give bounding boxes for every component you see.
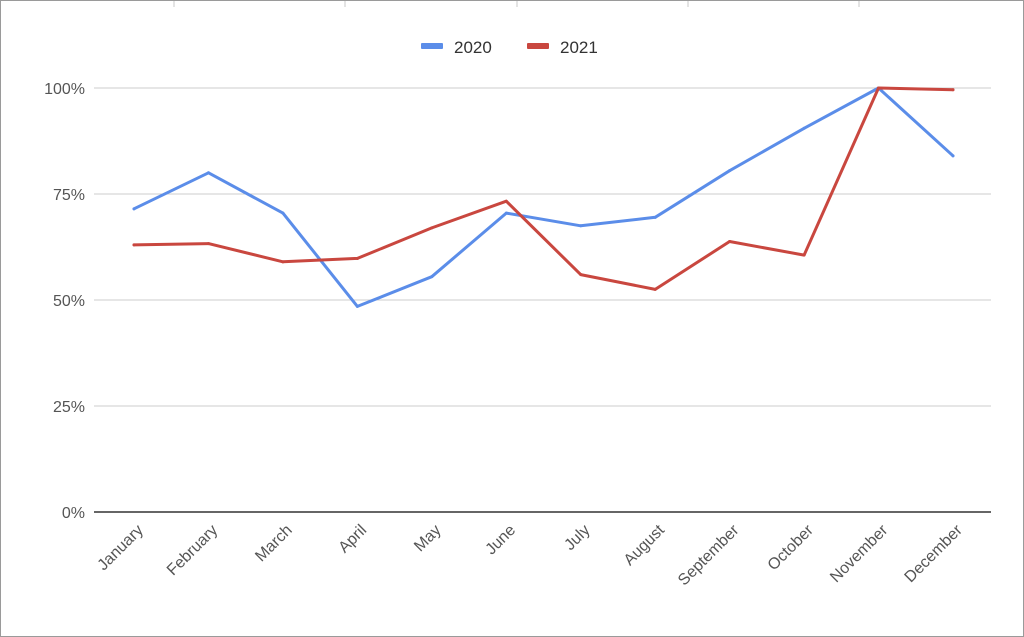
data-point-2020: [281, 211, 285, 215]
x-tick-label: September: [675, 521, 743, 589]
series-lines: [132, 86, 955, 308]
data-point-2021: [355, 256, 359, 260]
data-point-2021: [206, 242, 210, 246]
y-tick-label: 75%: [53, 187, 85, 204]
data-point-2020: [653, 215, 657, 219]
x-tick-label: October: [765, 521, 818, 574]
data-point-2021: [802, 253, 806, 257]
series-line-2021: [132, 86, 955, 291]
y-tick-label: 25%: [53, 399, 85, 416]
x-tick-label: January: [95, 522, 147, 574]
data-point-2020: [504, 211, 508, 215]
y-tick-label: 50%: [53, 293, 85, 310]
gridlines: [94, 87, 991, 513]
data-point-2021: [653, 287, 657, 291]
data-point-2020: [355, 304, 359, 308]
y-tick-label: 0%: [62, 505, 85, 522]
data-point-2020: [579, 224, 583, 228]
frame-top-ticks: [173, 1, 860, 7]
data-point-2020: [430, 275, 434, 279]
data-point-2020: [728, 169, 732, 173]
data-point-2020: [802, 126, 806, 130]
data-point-2020: [132, 207, 136, 211]
x-tick-label: August: [621, 521, 669, 569]
data-point-2021: [877, 86, 881, 90]
data-point-2021: [132, 243, 136, 247]
data-point-2020: [951, 154, 955, 158]
y-axis-ticks: 0% 25% 50% 75% 100%: [44, 81, 85, 522]
x-tick-label: December: [902, 521, 967, 586]
legend-label-2021: 2021: [560, 38, 598, 57]
x-tick-label: February: [164, 522, 221, 579]
data-point-2020: [206, 171, 210, 175]
legend: 2020 2021: [421, 38, 598, 57]
y-tick-label: 100%: [44, 81, 85, 98]
x-tick-label: July: [561, 522, 593, 554]
legend-label-2020: 2020: [454, 38, 492, 57]
x-tick-label: November: [827, 521, 892, 586]
x-axis-ticks: January February March April May June July Augu…: [95, 521, 967, 589]
x-tick-label: April: [336, 522, 371, 557]
legend-swatch-2021: [527, 43, 549, 49]
data-point-2021: [430, 226, 434, 230]
data-point-2021: [951, 88, 955, 92]
x-tick-label: June: [483, 522, 520, 559]
data-point-2021: [504, 199, 508, 203]
legend-swatch-2020: [421, 43, 443, 49]
series-line-2020: [132, 86, 955, 308]
data-point-2021: [579, 273, 583, 277]
data-point-2021: [728, 239, 732, 243]
x-tick-label: March: [252, 522, 295, 565]
x-tick-label: May: [411, 522, 444, 555]
data-point-2021: [281, 260, 285, 264]
